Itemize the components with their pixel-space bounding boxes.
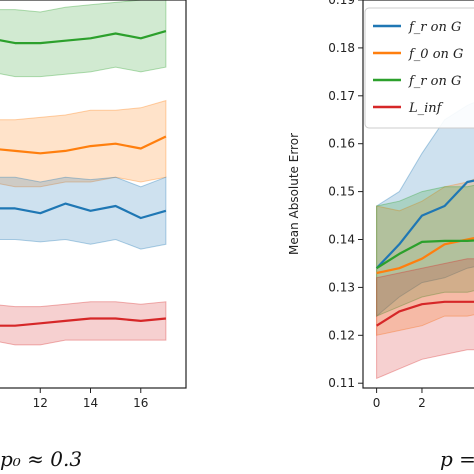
right-series-1-line xyxy=(376,236,474,275)
right-y-axis-label: Mean Absolute Error xyxy=(287,133,301,255)
legend-label: f_r on G xyxy=(408,20,461,35)
right-series-0-band xyxy=(376,102,474,318)
left-x-tick-label: 14 xyxy=(83,396,98,410)
right-series-0-line xyxy=(375,179,474,269)
left-plot-panel: 12 14 16 p₀ ≈ 0.3 xyxy=(0,0,187,471)
left-x-tick-label: 12 xyxy=(33,396,48,410)
left-series-2-line xyxy=(0,202,167,220)
right-y-tick-label: 0.18 xyxy=(328,41,355,55)
right-y-tick-label: 0.15 xyxy=(328,185,355,199)
right-plot-panel: 0 2 0.11 0.12 0.13 0.14 0.15 0.16 0.17 0.18 0.19 Me… xyxy=(287,0,474,471)
right-y-tick-label: 0.14 xyxy=(328,233,355,247)
right-y-tick-label: 0.19 xyxy=(328,0,355,7)
right-y-tick-label: 0.16 xyxy=(328,137,355,151)
left-series-1-band xyxy=(0,99,167,188)
left-caption: p₀ ≈ 0.3 xyxy=(0,447,82,471)
legend-label: f_r on G xyxy=(408,74,461,89)
left-series-2-band xyxy=(0,176,167,250)
left-series-1-line xyxy=(0,135,167,155)
right-axes-frame xyxy=(362,0,474,389)
right-y-tick-label: 0.12 xyxy=(328,328,355,342)
left-x-tick-label: 16 xyxy=(133,396,148,410)
left-series-3-band xyxy=(0,301,167,346)
legend-label: f_0 on G xyxy=(408,47,463,62)
right-series-3-band xyxy=(376,258,474,380)
legend-label: L_inf xyxy=(408,101,444,116)
right-series-2-line xyxy=(376,239,474,270)
right-y-tick-label: 0.11 xyxy=(328,376,355,390)
right-x-tick-label: 2 xyxy=(418,396,426,410)
legend-box xyxy=(364,7,474,129)
right-x-tick-label: 0 xyxy=(373,396,381,410)
right-y-tick-label: 0.17 xyxy=(328,89,355,103)
right-series-2-band xyxy=(376,184,474,317)
right-caption: p = xyxy=(440,447,474,471)
left-axes-frame xyxy=(0,0,187,389)
right-series-3-line xyxy=(376,300,474,327)
left-series-0-line xyxy=(0,30,167,45)
right-y-tick-label: 0.13 xyxy=(328,280,355,294)
left-series-3-line xyxy=(0,317,167,327)
